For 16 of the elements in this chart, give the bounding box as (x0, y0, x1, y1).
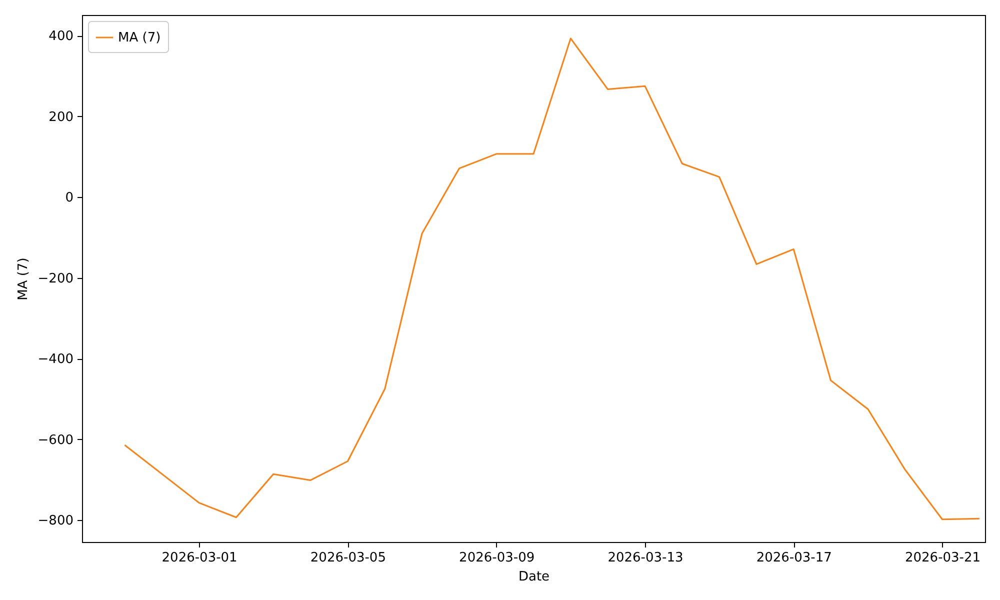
y-tick-label: 200 (48, 110, 74, 125)
x-tick-label: 2026-03-05 (310, 550, 386, 566)
y-tick-label: −400 (38, 352, 74, 368)
y-tick-label: −600 (38, 432, 74, 448)
x-tick-label: 2026-03-09 (459, 550, 535, 566)
x-axis-title: Date (518, 570, 550, 584)
x-tick-label: 2026-03-01 (162, 550, 238, 566)
y-tick-label: 400 (48, 29, 74, 44)
x-tick-label: 2026-03-17 (756, 550, 832, 566)
y-tick-label: 0 (65, 190, 74, 206)
y-tick-label: −800 (38, 514, 74, 529)
y-tick-label: −200 (38, 271, 74, 286)
legend-label: MA (7) (118, 30, 161, 46)
x-tick-label: 2026-03-13 (608, 550, 684, 566)
y-axis-title: MA (7) (16, 258, 31, 300)
x-tick-label: 2026-03-21 (904, 550, 981, 566)
